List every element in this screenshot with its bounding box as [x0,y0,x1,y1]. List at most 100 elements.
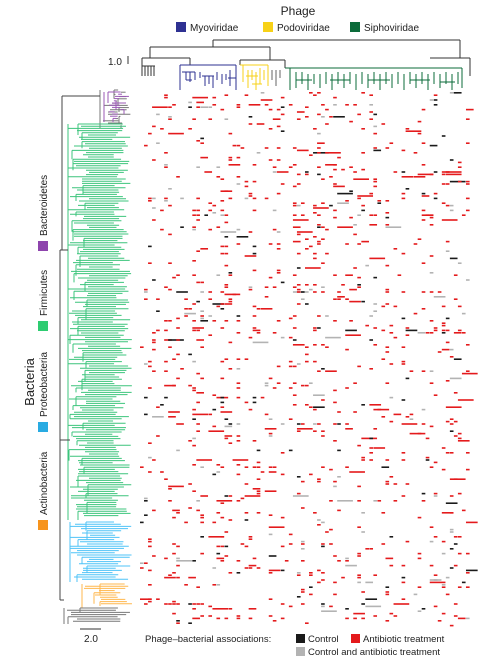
association-cell [429,272,434,274]
association-cell [220,411,233,413]
association-cell [232,293,237,296]
association-cell [317,214,321,216]
association-cell [321,579,325,581]
association-cell [176,449,180,452]
association-cell [236,236,249,238]
association-cell [305,303,309,305]
association-cell [268,569,281,572]
association-cell [369,368,374,370]
association-cell [381,512,386,514]
association-cell [236,464,241,466]
association-cell [264,428,277,430]
association-cell [465,279,470,281]
association-cell [192,320,196,322]
association-cell [317,478,321,480]
association-cell [465,552,470,555]
association-cell [220,536,225,538]
association-cell [224,320,229,322]
association-cell [280,113,285,116]
association-cell [292,286,297,288]
association-cell [220,377,225,380]
association-cell [445,171,462,173]
association-cell [361,512,365,514]
bacteria-clade-bacteroidetes [103,91,129,122]
association-cell [228,164,241,166]
association-cell [180,197,184,200]
association-cell [212,584,217,586]
association-cell [248,536,253,538]
association-cell [300,591,305,593]
association-cell [236,183,241,185]
association-cell [365,605,382,608]
association-cell [401,149,406,152]
association-cell [196,101,204,104]
association-cell [300,384,305,387]
association-cell [240,543,245,545]
association-cell [389,564,394,567]
association-cell [441,552,446,555]
association-cell [453,435,458,437]
association-cell [168,118,172,120]
association-cell [208,334,213,336]
association-cell [329,176,333,178]
association-cell [296,204,301,207]
association-cell [317,240,321,243]
association-cell [393,483,398,485]
association-cell [248,608,257,610]
association-cell [192,437,196,440]
association-cell [256,332,261,334]
association-cell [188,101,192,104]
association-cell [449,92,458,94]
association-cell [305,346,309,348]
association-cell [381,416,386,418]
association-cell [369,214,374,216]
association-cell [421,164,426,166]
association-cell [280,617,285,620]
association-cell [465,572,470,574]
association-cell [353,178,369,180]
bacteria-clade-actinobacteria [81,583,132,608]
association-cell [337,500,353,502]
association-cell [449,377,462,380]
association-cell [228,300,233,303]
association-cell [224,531,229,533]
association-cell [224,418,229,420]
association-cell [313,252,317,255]
association-cell [337,298,341,300]
association-cell [449,423,454,425]
association-cell [401,192,406,195]
association-cell [333,96,337,99]
association-cell [317,166,321,168]
association-cell [296,476,301,478]
association-cell [216,274,221,276]
association-cell [164,396,168,399]
association-cell [465,344,470,346]
association-cell [417,332,426,334]
association-cell [449,548,454,550]
association-cell [296,118,301,120]
association-cell [345,200,349,202]
association-cell [252,396,257,399]
association-cell [429,224,434,226]
association-cell [296,231,313,233]
association-cell [168,116,172,118]
association-cell [357,276,361,279]
association-cell [369,452,374,454]
association-cell [196,166,200,168]
association-cell [152,219,156,221]
association-cell [228,272,233,274]
association-cell [385,593,390,596]
bacteria-scale-bar: 2.0 [80,628,101,645]
association-cell [445,452,450,454]
association-cell [156,406,160,408]
association-cell [345,243,349,245]
association-cell [337,296,345,298]
association-cell [144,514,148,516]
association-cell [385,483,390,485]
association-cell [272,209,277,212]
association-cell [216,226,221,228]
association-cell [349,120,353,123]
association-cell [244,466,249,468]
association-cell [224,118,229,120]
association-cell [453,536,458,538]
